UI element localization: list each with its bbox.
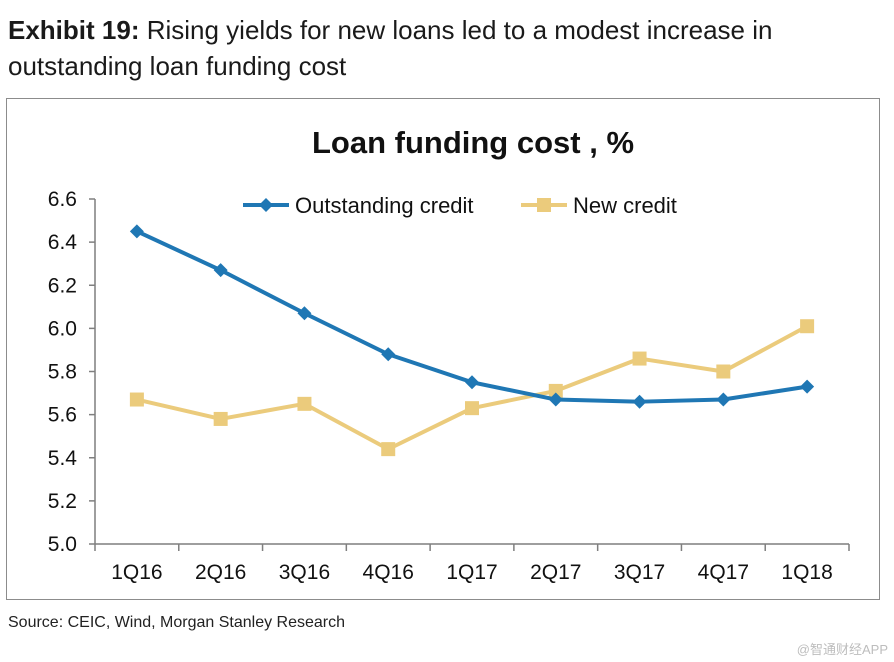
y-tick-label: 5.4 [48, 447, 78, 470]
new-credit-point [129, 392, 144, 407]
legend-outstanding-credit-marker [259, 198, 273, 212]
x-tick-label: 2Q17 [530, 561, 581, 584]
x-tick-label: 4Q17 [698, 561, 749, 584]
outstanding-credit-point [465, 375, 479, 390]
legend-new-credit-marker [537, 198, 551, 212]
y-tick-label: 6.2 [48, 274, 77, 297]
line-chart: Loan funding cost , % 5.0 5.2 5.4 5.6 5.8 6.0… [48, 125, 850, 584]
outstanding-credit-point [800, 379, 815, 394]
outstanding-credit-point [213, 263, 228, 278]
outstanding-credit-point [716, 392, 731, 407]
y-tick-label: 5.2 [48, 490, 77, 513]
legend-outstanding-credit-label: Outstanding credit [295, 193, 474, 218]
y-tick-label: 6.0 [48, 317, 77, 340]
exhibit-label: Exhibit 19: [8, 15, 140, 45]
chart-frame: Loan funding cost , % 5.0 5.2 5.4 5.6 5.8 6.0… [6, 98, 880, 600]
y-tick-label: 6.4 [48, 231, 78, 254]
outstanding-credit-point [381, 347, 396, 362]
watermark: @智通财经APP [796, 642, 888, 657]
x-tick-label: 1Q17 [446, 561, 497, 584]
y-tick-label: 5.6 [48, 404, 77, 427]
legend-new-credit-label: New credit [573, 193, 677, 218]
new-credit-point [213, 411, 228, 426]
exhibit-heading: Exhibit 19: Rising yields for new loans … [8, 12, 888, 84]
new-credit-point [632, 351, 647, 366]
x-tick-label: 3Q17 [614, 561, 665, 584]
x-tick-label: 1Q18 [781, 561, 832, 584]
outstanding-credit-point [297, 306, 312, 321]
exhibit-text: Rising yields for new loans led to a mod… [8, 15, 773, 81]
new-credit-point [465, 401, 479, 416]
x-tick-label: 1Q16 [111, 561, 162, 584]
chart-title: Loan funding cost , % [312, 125, 634, 160]
x-tick-label: 2Q16 [195, 561, 246, 584]
x-tick-label: 3Q16 [279, 561, 330, 584]
new-credit-point [381, 442, 396, 457]
outstanding-credit-point [632, 394, 647, 409]
y-tick-label: 5.8 [48, 361, 77, 384]
y-tick-label: 6.6 [48, 188, 77, 211]
new-credit-point [716, 364, 731, 379]
x-tick-label: 4Q16 [363, 561, 414, 584]
y-tick-label: 5.0 [48, 533, 77, 556]
new-credit-point [800, 319, 815, 334]
source-note: Source: CEIC, Wind, Morgan Stanley Resea… [8, 614, 346, 631]
new-credit-point [297, 396, 312, 411]
outstanding-credit-point [129, 224, 144, 239]
outstanding-credit-point [548, 392, 563, 407]
new-credit-point [548, 383, 563, 398]
